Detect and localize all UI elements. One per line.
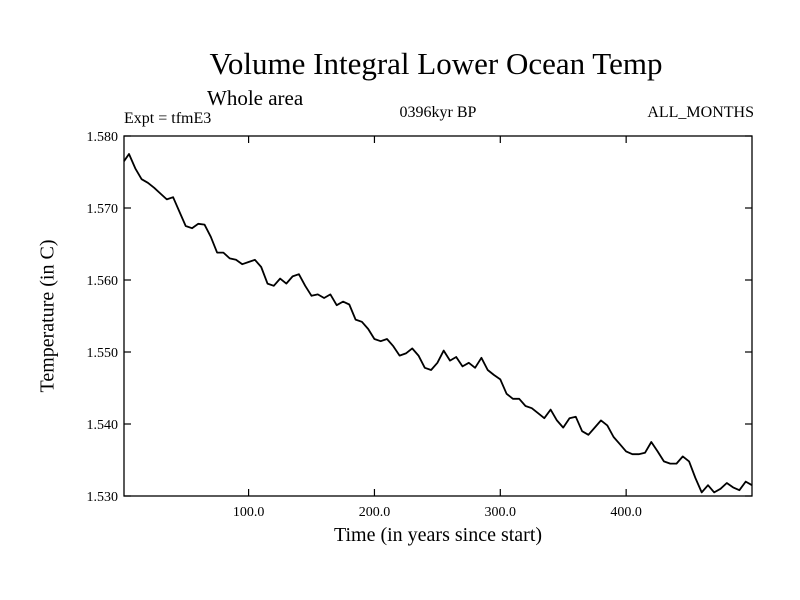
x-axis-label: Time (in years since start) (333, 524, 543, 546)
x-tick-label: 200.0 (359, 505, 391, 520)
y-tick-label: 1.530 (87, 490, 119, 505)
y-tick-label: 1.570 (87, 202, 119, 217)
chart-subtitle: Whole area (207, 86, 304, 110)
y-tick-label: 1.560 (87, 274, 119, 289)
y-axis-label-wrap: Temperature (in C) (30, 136, 66, 496)
y-tick-label: 1.550 (87, 346, 119, 361)
x-tick-label: 100.0 (233, 505, 265, 520)
months-label: ALL_MONTHS (647, 104, 754, 121)
y-axis: 1.530 1.540 1.550 1.560 1.570 1.580 (87, 130, 752, 505)
y-tick-label: 1.580 (87, 130, 119, 145)
x-tick-label: 400.0 (610, 505, 642, 520)
x-axis: 100.0 200.0 300.0 400.0 (233, 136, 642, 520)
plot-frame (123, 135, 753, 497)
y-axis-label: Temperature (in C) (36, 239, 59, 393)
experiment-label: Expt = tfmE3 (124, 110, 212, 127)
period-label: 0396kyr BP (399, 104, 477, 121)
y-tick-label: 1.540 (87, 418, 119, 433)
series-line (123, 153, 753, 494)
series-layer (123, 153, 753, 494)
chart-title: Volume Integral Lower Ocean Temp (209, 46, 663, 81)
x-tick-label: 300.0 (485, 505, 517, 520)
